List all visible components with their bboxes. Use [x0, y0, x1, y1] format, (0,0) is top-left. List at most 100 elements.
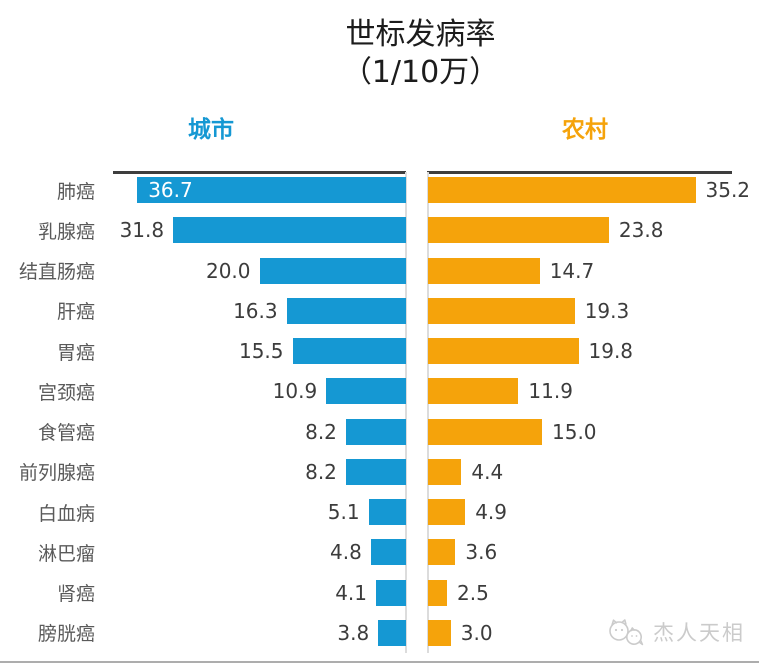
rural-bar: [428, 539, 456, 566]
rural-value-label: 4.9: [475, 500, 507, 525]
chart-row: 胃癌 15.5 19.8: [0, 331, 759, 371]
category-label: 胃癌: [56, 341, 95, 364]
chart-row: 结直肠癌 20.0 14.7: [0, 251, 759, 291]
rural-bar: [428, 579, 447, 606]
rural-bar: [428, 257, 540, 284]
rural-panel: 35.2: [428, 170, 759, 210]
urban-panel: 3.8: [113, 613, 406, 653]
urban-value-label: 8.2: [305, 459, 337, 484]
category-label: 肾癌: [56, 583, 95, 606]
watermark-text: 杰人天相: [653, 621, 745, 645]
watermark: 杰人天相: [606, 617, 745, 647]
urban-value-label: 5.1: [327, 500, 360, 525]
urban-value-label: 16.3: [233, 298, 278, 323]
rural-panel: 4.4: [428, 452, 759, 492]
urban-bar: [326, 378, 406, 405]
axis-line-left: [113, 171, 406, 174]
category-label: 前列腺癌: [18, 462, 95, 485]
category-label: 结直肠癌: [18, 261, 95, 284]
urban-bar: [292, 338, 406, 365]
rural-panel: 19.8: [428, 331, 759, 371]
urban-value-label: 4.8: [330, 540, 362, 565]
urban-panel: 20.0: [113, 251, 406, 291]
rural-value-label: 19.3: [584, 298, 630, 323]
urban-panel: 10.9: [113, 371, 406, 411]
chart-title-line1: 世标发病率: [345, 17, 496, 52]
rural-bar: [428, 619, 451, 646]
urban-value-label: 20.0: [205, 258, 251, 283]
chart-title: 世标发病率 （1/10万）: [82, 16, 759, 92]
rural-value-label: 11.9: [528, 379, 573, 404]
urban-bar: [376, 579, 406, 606]
rural-panel: 15.0: [428, 412, 759, 452]
rural-value-label: 35.2: [705, 178, 751, 203]
rural-bar: [428, 297, 575, 324]
urban-value-label: 8.2: [305, 419, 337, 444]
center-gap: [406, 573, 428, 613]
urban-bar: [368, 499, 406, 526]
category-label: 宫颈癌: [37, 381, 95, 404]
category-label: 乳腺癌: [37, 220, 95, 243]
urban-value-label: 36.7: [148, 178, 193, 203]
chart-row: 肝癌 16.3 19.3: [0, 291, 759, 331]
center-gap: [406, 210, 428, 250]
category-label: 肺癌: [56, 180, 95, 203]
center-gap: [406, 452, 428, 492]
center-gap: [406, 170, 428, 210]
rural-value-label: 14.7: [549, 258, 595, 283]
urban-bar: [345, 458, 406, 485]
urban-panel: 4.1: [113, 573, 406, 613]
rural-value-label: 3.6: [465, 540, 498, 565]
axis-line-right: [427, 171, 732, 174]
rural-panel: 2.5: [428, 573, 759, 613]
category-label: 膀胱癌: [37, 623, 95, 646]
urban-bar: [370, 539, 406, 566]
center-gap: [406, 331, 428, 371]
category-label: 淋巴瘤: [37, 542, 95, 565]
rural-panel: 19.3: [428, 291, 759, 331]
urban-panel: 8.2: [113, 412, 406, 452]
urban-value-label: 10.9: [272, 379, 318, 404]
rural-panel: 23.8: [428, 210, 759, 250]
chart-row: 前列腺癌 8.2 4.4: [0, 452, 759, 492]
rural-bar: [428, 217, 609, 244]
center-gap: [406, 492, 428, 532]
urban-panel: 8.2: [113, 452, 406, 492]
urban-value-label: 4.1: [335, 580, 367, 605]
chart-row: 肺癌 36.7 35.2: [0, 170, 759, 210]
rural-value-label: 2.5: [457, 580, 489, 605]
center-divider-right: [427, 172, 429, 653]
category-label: 食管癌: [37, 422, 95, 445]
urban-panel: 31.8: [113, 210, 406, 250]
chart-row: 食管癌 8.2 15.0: [0, 412, 759, 452]
rural-panel: 3.0: [428, 613, 759, 653]
center-gap: [406, 371, 428, 411]
chart-rows: 肺癌 36.7 35.2 乳腺癌 31.8 23.8 结直肠癌 20.0 14.7 肝癌 16.3 1…: [0, 170, 759, 653]
urban-bar: [259, 257, 406, 284]
urban-value-label: 3.8: [337, 620, 370, 645]
rural-value-label: 4.4: [471, 459, 504, 484]
chart-row: 乳腺癌 31.8 23.8: [0, 210, 759, 250]
urban-bar: 36.7: [137, 177, 406, 204]
chart-row: 白血病 5.1 4.9: [0, 492, 759, 532]
center-gap: [406, 412, 428, 452]
rural-value-label: 19.8: [588, 339, 634, 364]
rural-bar: [428, 458, 462, 485]
chart-title-line2: （1/10万）: [341, 55, 500, 90]
urban-value-label: 15.5: [238, 339, 284, 364]
rural-bar: [428, 177, 696, 204]
watermark-mascot-icon: [606, 617, 646, 647]
center-gap: [406, 532, 428, 572]
rural-bar: [428, 499, 466, 526]
rural-panel: 11.9: [428, 371, 759, 411]
rural-value-label: 23.8: [618, 218, 664, 243]
urban-panel: 5.1: [113, 492, 406, 532]
category-label: 白血病: [37, 502, 95, 525]
center-divider-left: [405, 172, 407, 653]
rural-value-label: 15.0: [552, 419, 597, 444]
center-gap: [406, 251, 428, 291]
urban-bar: [173, 217, 406, 244]
urban-bar: [286, 297, 406, 324]
category-label: 肝癌: [56, 301, 95, 324]
